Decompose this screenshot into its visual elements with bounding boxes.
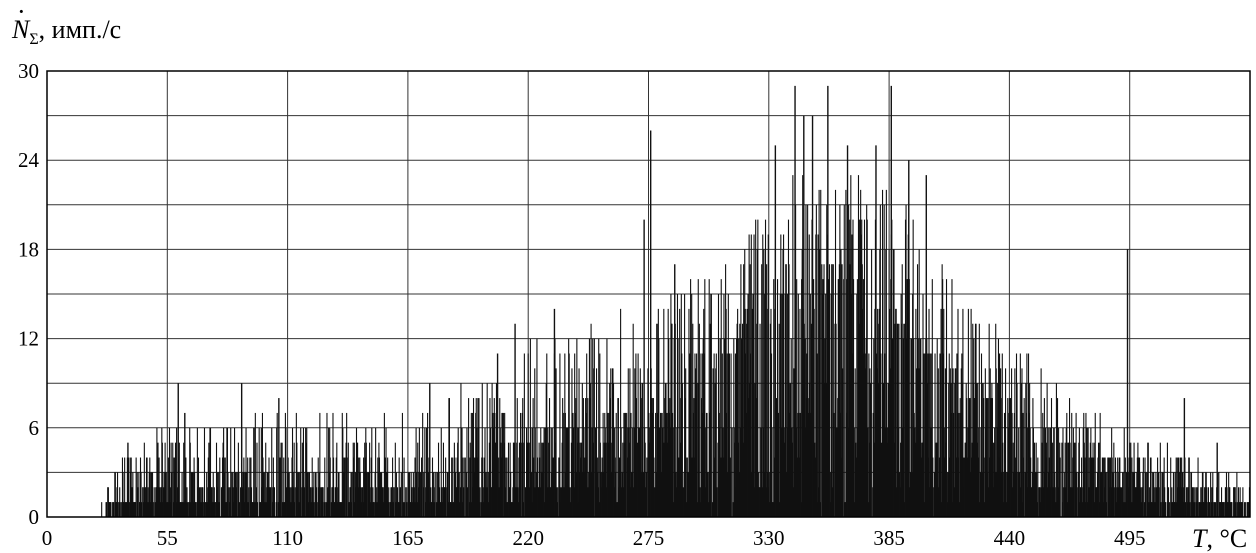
x-tick-label: 385	[873, 526, 905, 550]
x-axis-unit: , °C	[1206, 524, 1247, 553]
y-tick-label: 30	[18, 59, 39, 83]
x-tick-label: 110	[272, 526, 303, 550]
plot-frame	[46, 70, 1251, 518]
data-bars	[101, 85, 1251, 517]
y-tick-label: 0	[29, 505, 40, 529]
grid-lines	[47, 71, 1250, 517]
tick-labels: 0 55 110 165 220 275 330 385 440 495 0 6 12 18 24 30	[18, 59, 1145, 550]
x-tick-label: 495	[1114, 526, 1146, 550]
x-tick-label: 330	[753, 526, 785, 550]
y-tick-label: 18	[18, 237, 39, 261]
x-tick-label: 275	[633, 526, 665, 550]
y-axis-symbol: N	[11, 15, 31, 44]
y-axis-unit: , имп./с	[39, 15, 122, 44]
x-tick-label: 55	[157, 526, 178, 550]
y-tick-label: 6	[29, 416, 40, 440]
y-axis-subscript: Σ	[29, 31, 38, 48]
x-axis-symbol: T	[1192, 524, 1208, 553]
y-tick-label: 24	[18, 148, 40, 172]
y-axis-title: NΣ, имп./с	[11, 15, 121, 48]
x-tick-label: 165	[392, 526, 424, 550]
y-axis-symbol-dot: ·	[17, 0, 26, 26]
x-tick-label: 440	[994, 526, 1026, 550]
x-tick-label: 220	[512, 526, 544, 550]
x-tick-label: 0	[42, 526, 53, 550]
x-axis-title: T, °C	[1192, 524, 1247, 553]
y-tick-label: 12	[18, 327, 39, 351]
